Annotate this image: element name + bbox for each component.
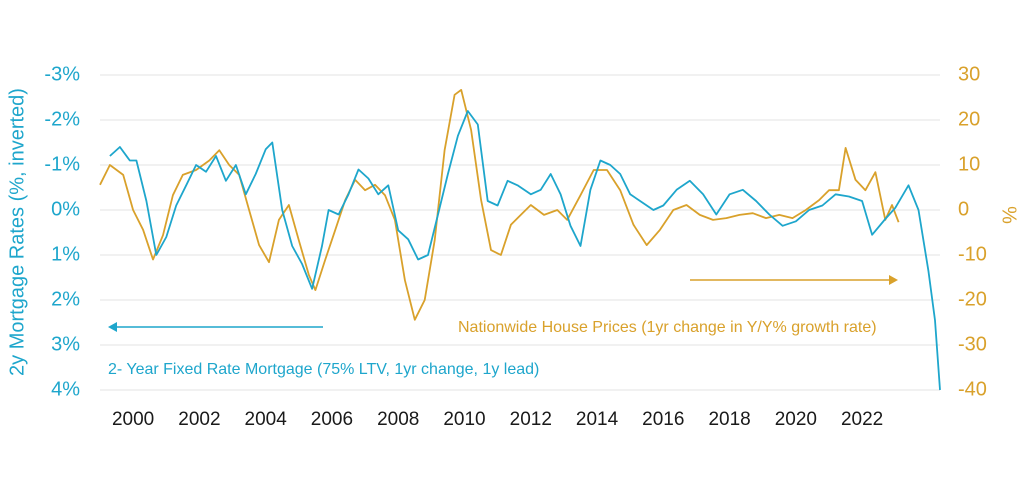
y-tick-label: -2% (44, 108, 80, 130)
y2-tick-label: -30 (958, 333, 987, 355)
x-tick-label: 2018 (708, 409, 750, 430)
y-tick-label: 2% (51, 288, 80, 310)
x-tick-label: 2014 (576, 409, 619, 430)
y-axis-title: 2y Mortgage Rates (%, inverted) (6, 88, 28, 376)
x-tick-label: 2002 (178, 409, 220, 430)
y-tick-label: 4% (51, 378, 80, 400)
y2-tick-label: 20 (958, 108, 980, 130)
y2-tick-label: -40 (958, 378, 987, 400)
y2-tick-label: -20 (958, 288, 987, 310)
x-tick-label: 2020 (775, 409, 817, 430)
y-tick-label: 1% (51, 243, 80, 265)
house-price-arrow (690, 275, 898, 285)
series-line (99, 89, 900, 321)
y2-tick-label: 10 (958, 153, 980, 175)
x-tick-label: 2012 (510, 409, 552, 430)
mortgage-annotation: 2- Year Fixed Rate Mortgage (75% LTV, 1y… (108, 361, 539, 378)
x-tick-label: 2006 (311, 409, 353, 430)
x-tick-label: 2016 (642, 409, 684, 430)
y2-tick-label: -10 (958, 243, 987, 265)
y-tick-label: -1% (44, 153, 80, 175)
x-tick-label: 2004 (245, 409, 288, 430)
house-price-annotation: Nationwide House Prices (1yr change in Y… (458, 319, 877, 336)
y2-tick-label: 30 (958, 63, 980, 85)
x-tick-label: 2008 (377, 409, 419, 430)
series-line (109, 110, 941, 391)
x-tick-label: 2000 (112, 409, 154, 430)
mortgage-arrow (108, 322, 323, 332)
y-tick-label: -3% (44, 63, 80, 85)
y-tick-label: 3% (51, 333, 80, 355)
y-tick-label: 0% (51, 198, 80, 220)
y2-tick-label: 0 (958, 198, 969, 220)
x-tick-label: 2022 (841, 409, 883, 430)
y2-axis-title: % (998, 206, 1020, 224)
x-tick-label: 2010 (443, 409, 485, 430)
